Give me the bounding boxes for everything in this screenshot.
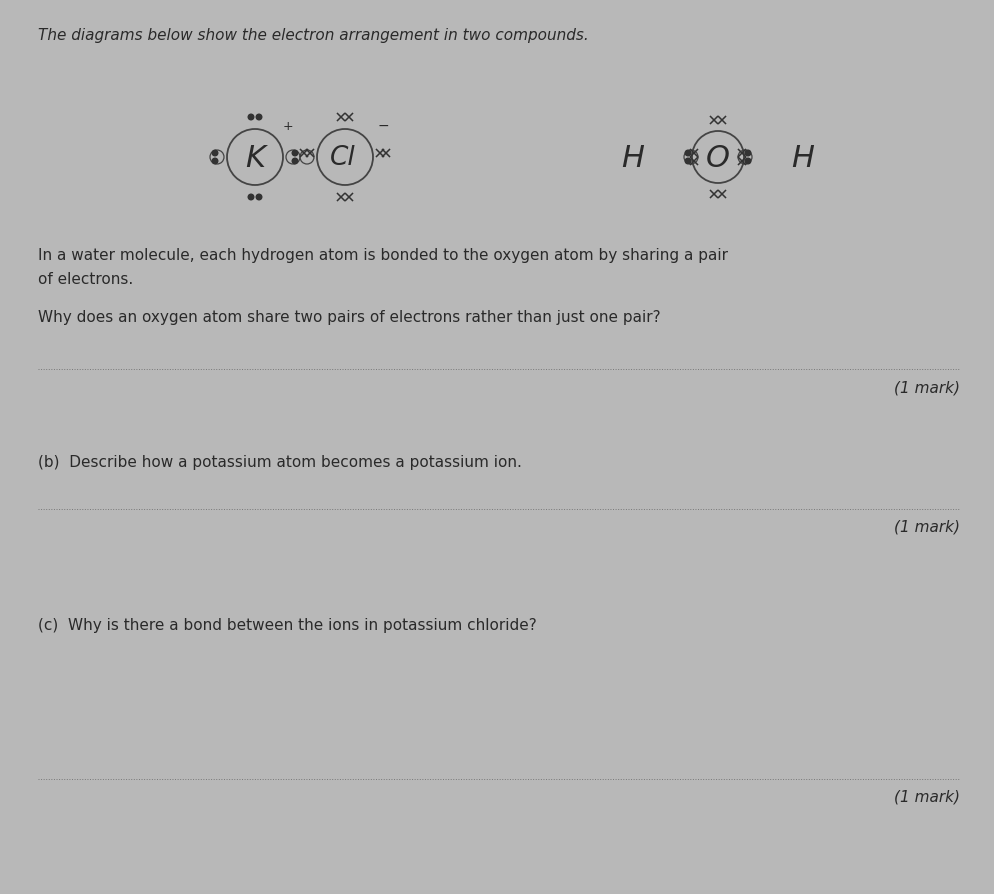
Circle shape [292, 159, 298, 164]
Text: Cl: Cl [330, 145, 356, 171]
Text: O: O [706, 143, 730, 173]
Text: (1 mark): (1 mark) [894, 789, 960, 804]
Circle shape [256, 195, 261, 200]
Circle shape [212, 151, 218, 156]
Circle shape [292, 151, 298, 156]
Text: −: − [377, 119, 389, 133]
Text: +: + [282, 120, 293, 132]
Text: In a water molecule, each hydrogen atom is bonded to the oxygen atom by sharing : In a water molecule, each hydrogen atom … [38, 248, 728, 263]
Text: Why does an oxygen atom share two pairs of electrons rather than just one pair?: Why does an oxygen atom share two pairs … [38, 309, 661, 325]
Text: (b)  Describe how a potassium atom becomes a potassium ion.: (b) Describe how a potassium atom become… [38, 454, 522, 469]
Text: K: K [245, 143, 265, 173]
Circle shape [248, 115, 253, 121]
Text: of electrons.: of electrons. [38, 272, 133, 287]
Circle shape [248, 195, 253, 200]
Text: H: H [791, 143, 814, 173]
Circle shape [746, 159, 750, 164]
Text: H: H [621, 143, 644, 173]
Circle shape [212, 159, 218, 164]
Text: (1 mark): (1 mark) [894, 519, 960, 535]
Text: (c)  Why is there a bond between the ions in potassium chloride?: (c) Why is there a bond between the ions… [38, 618, 537, 632]
Circle shape [746, 151, 750, 156]
Circle shape [256, 115, 261, 121]
Text: (1 mark): (1 mark) [894, 380, 960, 394]
Circle shape [685, 159, 691, 164]
Circle shape [685, 151, 691, 156]
Text: The diagrams below show the electron arrangement in two compounds.: The diagrams below show the electron arr… [38, 28, 588, 43]
